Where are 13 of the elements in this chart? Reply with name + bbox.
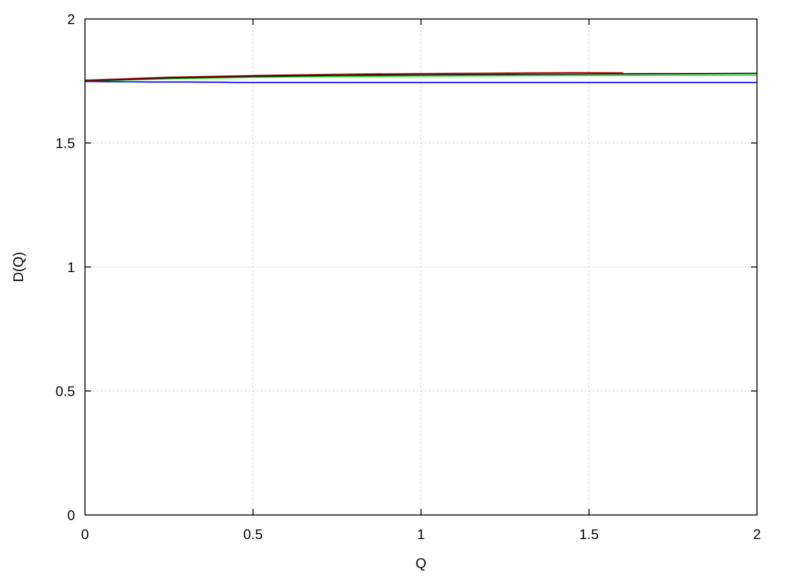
x-axis-title: Q — [416, 555, 427, 571]
x-tick-label: 1.5 — [579, 526, 599, 542]
y-tick-label: 1 — [67, 258, 76, 275]
y-tick-label: 0.5 — [56, 382, 76, 399]
x-tick-label: 2 — [753, 526, 762, 542]
y-tick-label: 2 — [67, 10, 76, 27]
y-tick-label: 0 — [67, 506, 76, 523]
y-tick-label: 1.5 — [56, 134, 76, 151]
x-tick-label: 0 — [81, 526, 90, 542]
x-tick-label: 1 — [417, 526, 426, 542]
x-tick-label: 0.5 — [243, 526, 263, 542]
line-series — [84, 72, 624, 81]
y-axis-title: D(Q) — [10, 252, 26, 282]
